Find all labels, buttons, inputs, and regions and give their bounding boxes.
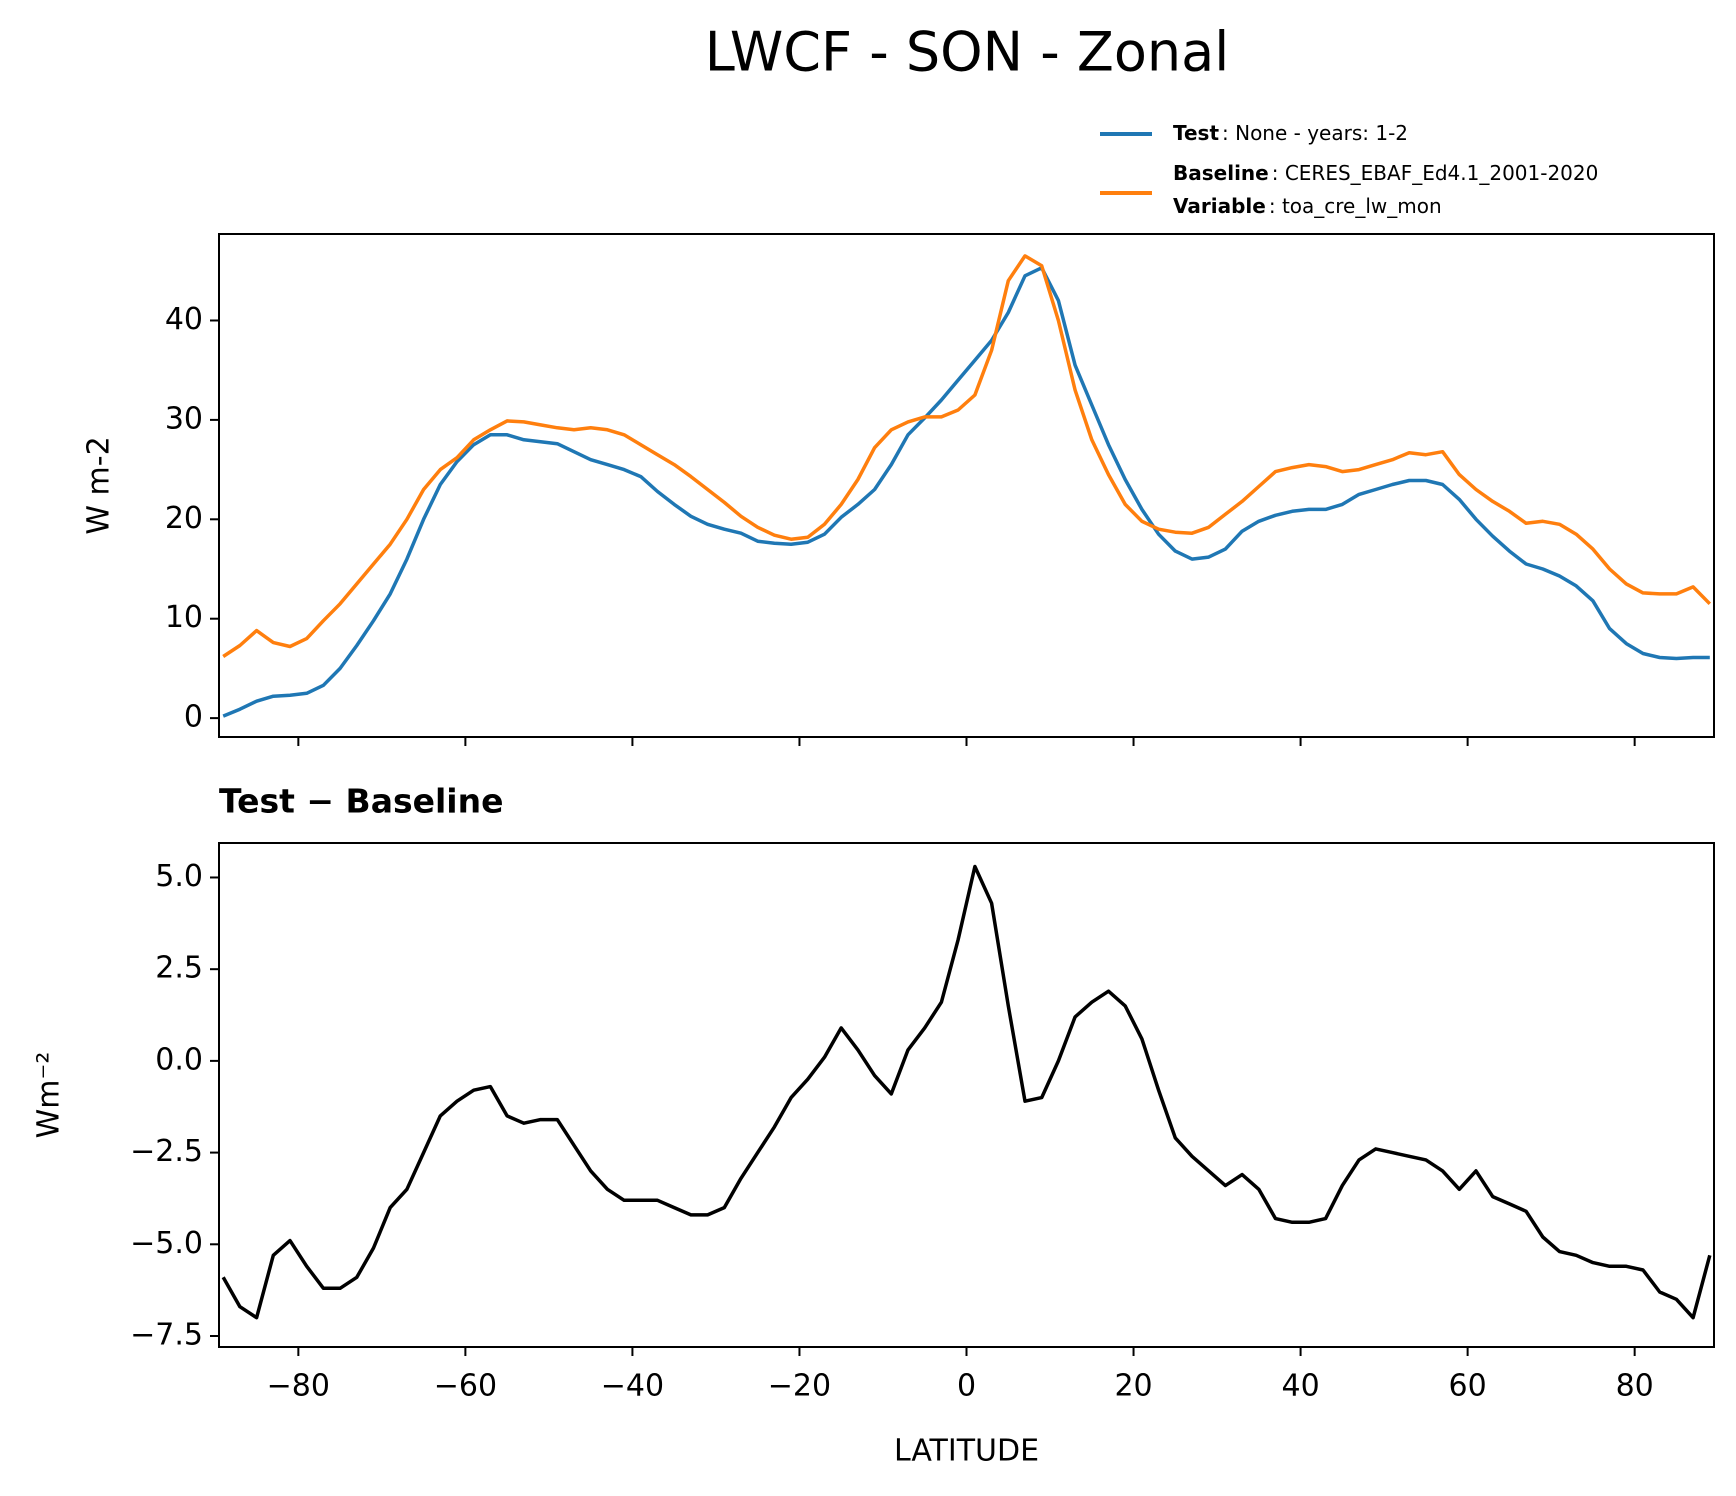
y-tick-label: 0.0	[155, 1042, 203, 1077]
legend-entry: Baseline: CERES_EBAF_Ed4.1_2001-2020	[1173, 161, 1598, 185]
x-tick-label: −40	[601, 1369, 664, 1404]
y-tick-label: 2.5	[155, 951, 203, 986]
chart-title: LWCF - SON - Zonal	[705, 21, 1229, 84]
x-tick-label: 60	[1449, 1369, 1487, 1404]
data-line	[222, 266, 1710, 718]
subplot-title: Test − Baseline	[219, 782, 504, 821]
y-axis-label: W m-2	[82, 436, 117, 534]
legend-description: : CERES_EBAF_Ed4.1_2001-2020	[1272, 161, 1599, 185]
y-tick-label: 30	[165, 401, 203, 436]
y-tick-label: 5.0	[155, 859, 203, 894]
plot-frame	[218, 233, 1715, 738]
legend-name: Variable	[1173, 194, 1266, 218]
y-axis-label: Wm⁻²	[32, 1052, 67, 1139]
y-tick-label: 0	[184, 700, 203, 735]
x-tick-label: −60	[434, 1369, 497, 1404]
x-tick-label: −80	[267, 1369, 330, 1404]
data-line	[222, 254, 1712, 658]
y-tick-label: 10	[165, 600, 203, 635]
y-tick-label: −2.5	[130, 1134, 203, 1169]
y-tick-label: 20	[165, 501, 203, 536]
legend-entry: Variable: toa_cre_lw_mon	[1173, 194, 1442, 218]
legend-description: : None - years: 1-2	[1222, 121, 1408, 145]
plot-frame	[218, 842, 1715, 1348]
x-tick-label: 80	[1616, 1369, 1654, 1404]
x-tick-label: 40	[1281, 1369, 1319, 1404]
x-tick-label: −20	[768, 1369, 831, 1404]
legend-entry: Test: None - years: 1-2	[1173, 121, 1408, 145]
x-tick-label: 0	[957, 1369, 976, 1404]
x-tick-label: 20	[1114, 1369, 1152, 1404]
y-tick-label: −5.0	[130, 1226, 203, 1261]
legend-name: Test	[1173, 121, 1219, 145]
data-line	[221, 864, 1712, 1320]
x-axis-label: LATITUDE	[894, 1434, 1039, 1469]
y-tick-label: 40	[165, 302, 203, 337]
legend-description: : toa_cre_lw_mon	[1269, 194, 1442, 218]
y-tick-label: −7.5	[130, 1317, 203, 1352]
legend-name: Baseline	[1173, 161, 1269, 185]
